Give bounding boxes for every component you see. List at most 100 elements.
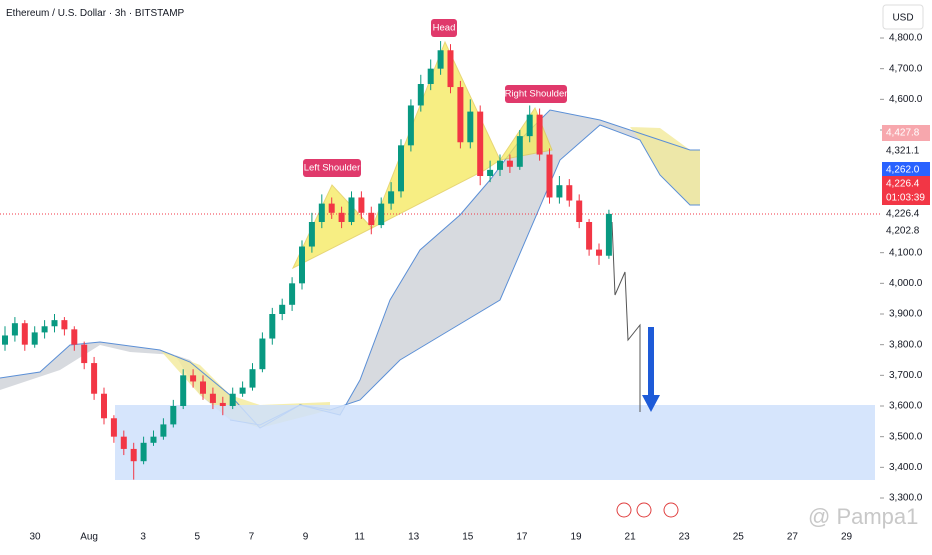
annotation: Head <box>433 23 456 34</box>
y-tick-label: 4,700.0 <box>889 63 923 74</box>
candle-body <box>407 105 414 146</box>
event-icon <box>663 502 679 518</box>
price-badge <box>882 206 930 222</box>
candle-body <box>556 185 563 198</box>
candle-body <box>31 332 38 345</box>
target-zone <box>115 405 875 480</box>
y-tick-label: 3,500.0 <box>889 431 923 442</box>
price-badge-label: 4,226.4 <box>886 179 920 190</box>
candle-body <box>2 335 8 345</box>
x-tick-label: 13 <box>408 532 420 543</box>
y-tick-label: 3,700.0 <box>889 370 923 381</box>
candle-body <box>289 283 296 305</box>
y-tick-label: 4,000.0 <box>889 278 923 289</box>
y-tick-label: 3,800.0 <box>889 339 923 350</box>
candle-body <box>81 344 88 364</box>
candle-body <box>546 154 553 198</box>
y-tick-label: 3,600.0 <box>889 401 923 412</box>
candle-body <box>497 160 503 170</box>
x-tick-label: 23 <box>679 532 691 543</box>
event-icon <box>616 502 632 518</box>
x-tick-label: 19 <box>570 532 582 543</box>
candle-body <box>299 246 305 284</box>
price-badge <box>882 162 930 178</box>
price-badge <box>882 125 930 141</box>
annotation-badge <box>505 85 567 103</box>
candle-body <box>457 87 464 143</box>
price-badge <box>882 176 930 192</box>
annotation: Right Shoulder <box>505 89 568 100</box>
currency-box <box>882 4 924 30</box>
candle-body <box>150 436 157 443</box>
candle-body <box>536 114 543 155</box>
y-tick-label: 3,400.0 <box>889 462 923 473</box>
price-axis <box>880 0 932 550</box>
candle-body <box>219 402 226 406</box>
candle-body <box>388 191 395 204</box>
x-tick-label: 30 <box>29 532 41 543</box>
price-badge-label: 4,427.8 <box>886 128 920 139</box>
candle-body <box>190 375 197 382</box>
candle-body <box>308 222 315 247</box>
x-tick-label: 11 <box>354 532 365 543</box>
y-tick-label: 4,100.0 <box>889 247 923 258</box>
candle-body <box>130 448 137 462</box>
event-icons <box>616 502 679 518</box>
candle-body <box>209 393 216 403</box>
annotation-badge <box>431 19 457 37</box>
candle-body <box>566 185 573 201</box>
y-tick-label: 4,600.0 <box>889 94 923 105</box>
candle-body <box>101 393 107 419</box>
candle-body <box>447 50 454 88</box>
candle-body <box>437 50 444 69</box>
candle-body <box>328 203 335 213</box>
y-tick-label: 4,800.0 <box>889 33 923 44</box>
x-tick-label: 17 <box>516 532 528 543</box>
candle-body <box>427 68 434 84</box>
price-badge-label: 4,262.0 <box>886 165 920 176</box>
price-badge <box>882 223 930 239</box>
candle-body <box>526 114 533 137</box>
annotation-badge <box>303 159 361 177</box>
candle-body <box>487 169 494 176</box>
candle-body <box>200 381 206 394</box>
price-badge-label: 4,321.1 <box>886 146 920 157</box>
candle-body <box>11 323 18 336</box>
candle-body <box>279 304 286 314</box>
x-tick-label: 5 <box>195 532 201 543</box>
cloud <box>0 110 700 428</box>
x-tick-label: 9 <box>303 532 309 543</box>
x-tick-label: 25 <box>733 532 745 543</box>
candle-body <box>398 145 404 192</box>
candle-body <box>249 369 256 388</box>
candle-body <box>338 212 345 222</box>
candle-body <box>140 442 147 462</box>
x-tick-label: Aug <box>80 532 98 543</box>
candle-body <box>110 418 117 437</box>
candle-body <box>180 375 187 406</box>
candle-body <box>170 406 177 425</box>
candle-body <box>120 436 127 449</box>
candle-body <box>576 200 583 222</box>
candle-body <box>51 320 58 327</box>
chart-title: Ethereum / U.S. Dollar · 3h · BITSTAMP <box>6 8 185 19</box>
candle-body <box>358 197 365 213</box>
candle-body <box>91 363 98 394</box>
projection-path <box>611 221 641 412</box>
y-tick-label: 3,300.0 <box>889 493 923 504</box>
candle-body <box>516 136 523 167</box>
x-tick-label: 7 <box>249 532 255 543</box>
candle-body <box>71 329 78 345</box>
candle-body <box>368 212 375 226</box>
candle-body <box>596 249 602 256</box>
cloud-edge <box>0 109 700 429</box>
candle-body <box>318 203 325 222</box>
event-icon <box>636 502 652 518</box>
candle-body <box>41 326 48 333</box>
x-tick-label: 27 <box>787 532 799 543</box>
candle-body <box>605 213 612 256</box>
candle-body <box>61 320 68 330</box>
candle-body <box>378 203 385 226</box>
candle-body <box>506 160 513 167</box>
annotation: Left Shoulder <box>304 163 361 174</box>
